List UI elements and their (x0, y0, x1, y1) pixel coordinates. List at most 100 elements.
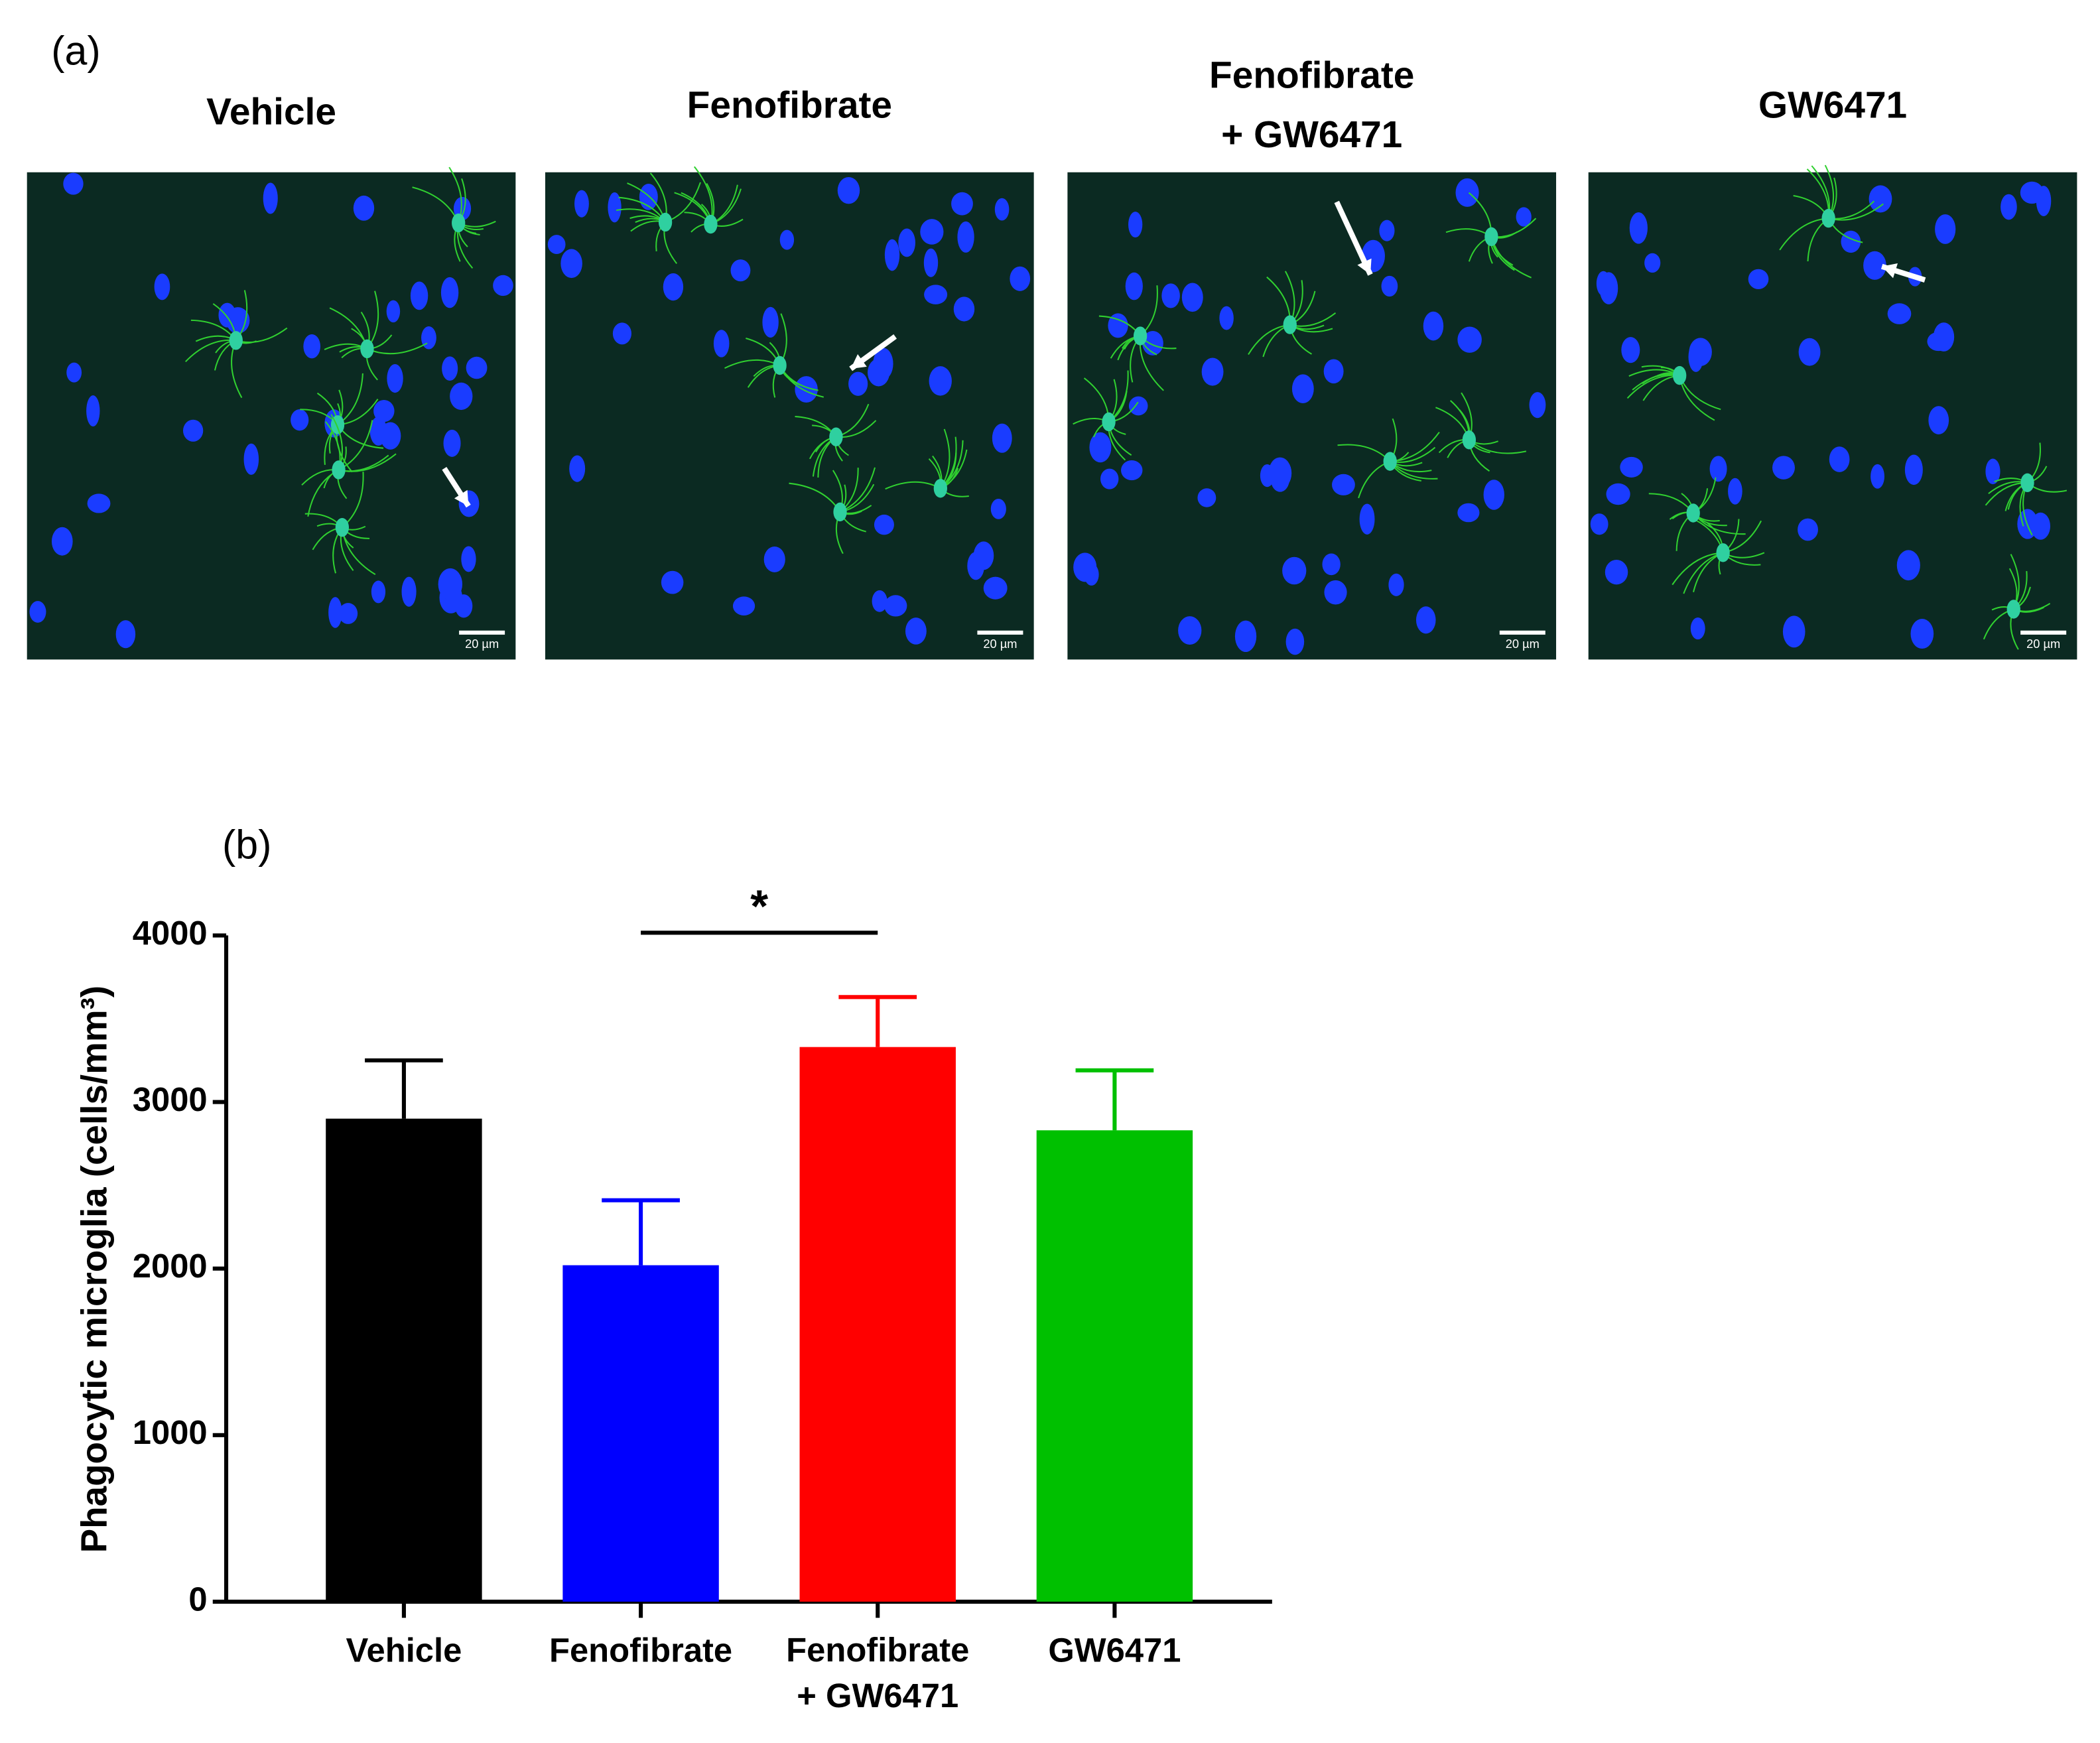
microglia-soma (1484, 227, 1498, 247)
nucleus (1234, 620, 1257, 652)
bar (326, 1118, 482, 1602)
nucleus (1201, 357, 1224, 386)
micrograph-content (1073, 178, 1546, 655)
nucleus (63, 172, 84, 195)
nucleus (763, 547, 785, 572)
microglia-soma (1462, 430, 1477, 450)
nucleus (466, 356, 488, 379)
nucleus (1291, 374, 1314, 403)
nucleus (1282, 556, 1307, 585)
nucleus (86, 395, 100, 426)
nucleus (1904, 454, 1923, 485)
microglia-soma (829, 427, 843, 446)
nucleus (66, 362, 82, 383)
microglia-soma (1821, 208, 1835, 228)
scale-bar-label: 20 µm (983, 637, 1017, 651)
nucleus (1782, 615, 1805, 648)
nucleus (371, 580, 386, 604)
nucleus (1887, 303, 1912, 324)
scale-bar-label: 20 µm (465, 637, 499, 651)
nucleus (443, 429, 461, 457)
bar (799, 1047, 956, 1602)
nucleus (992, 423, 1012, 453)
nucleus (421, 326, 436, 350)
nucleus (450, 382, 473, 411)
nucleus (373, 399, 395, 422)
y-tick-label: 4000 (133, 914, 208, 952)
nucleus (1125, 272, 1143, 300)
nucleus (2001, 194, 2017, 220)
x-tick-label: Fenofibrate (549, 1631, 732, 1669)
nucleus (328, 597, 342, 628)
micrograph-content (29, 166, 513, 649)
nucleus (905, 617, 927, 645)
image-title: Fenofibrate + GW6471 (1209, 55, 1414, 156)
nucleus (1260, 464, 1275, 487)
nucleus (560, 249, 582, 279)
arrow-head (850, 354, 867, 369)
nucleus (1381, 275, 1398, 297)
nucleus (1798, 338, 1821, 366)
nucleus (1128, 396, 1148, 416)
nucleus (438, 568, 463, 600)
nucleus (1605, 559, 1628, 585)
scale-bar-label: 20 µm (2026, 637, 2060, 651)
nucleus (1590, 513, 1608, 535)
nucleus (1621, 337, 1640, 363)
nucleus (1197, 488, 1216, 507)
nucleus (338, 603, 358, 624)
nucleus (884, 239, 900, 271)
panel-label: (b) (222, 822, 271, 868)
nucleus (1896, 550, 1920, 581)
nucleus (1863, 251, 1886, 280)
nucleus (898, 228, 915, 257)
nucleus (1728, 478, 1742, 505)
nucleus (303, 334, 321, 359)
micrograph (1588, 172, 2077, 660)
nucleus (1455, 178, 1479, 207)
microglia-soma (933, 479, 947, 498)
microglia-soma (2006, 600, 2020, 619)
microglia-soma (1686, 503, 1700, 523)
nucleus (1516, 207, 1532, 227)
nucleus (1620, 456, 1643, 478)
nucleus (1709, 456, 1727, 482)
microglia-soma (229, 331, 243, 350)
microglia-soma (360, 339, 374, 359)
nucleus (920, 219, 944, 245)
microglia-soma (1133, 326, 1148, 346)
nucleus (569, 455, 586, 482)
nucleus (51, 527, 73, 556)
nucleus (401, 576, 417, 607)
nucleus (410, 281, 428, 310)
nucleus (1010, 266, 1031, 291)
nucleus (953, 296, 975, 322)
nucleus (762, 306, 779, 338)
y-tick-label: 2000 (133, 1247, 208, 1285)
nucleus (1219, 306, 1234, 330)
nucleus (1870, 464, 1884, 489)
panel-label: (a) (51, 28, 100, 73)
microglia-soma (658, 212, 673, 232)
micrograph-content (1590, 164, 2067, 650)
nucleus (1529, 392, 1546, 419)
nucleus (1332, 474, 1355, 495)
nucleus (608, 192, 622, 223)
nucleus (182, 419, 204, 442)
microglia-soma (1102, 412, 1116, 432)
microglia-soma (452, 213, 466, 233)
nucleus (547, 235, 566, 254)
y-tick-label: 3000 (133, 1080, 208, 1118)
microglia-soma (335, 517, 350, 537)
nucleus (1935, 214, 1956, 244)
nucleus (951, 192, 973, 216)
nucleus (1457, 326, 1482, 353)
nucleus (713, 330, 730, 357)
bar (1036, 1130, 1193, 1602)
microglia-soma (1673, 365, 1687, 385)
significance-label: * (750, 881, 768, 932)
arrow-head (454, 489, 469, 507)
nucleus (115, 620, 136, 649)
